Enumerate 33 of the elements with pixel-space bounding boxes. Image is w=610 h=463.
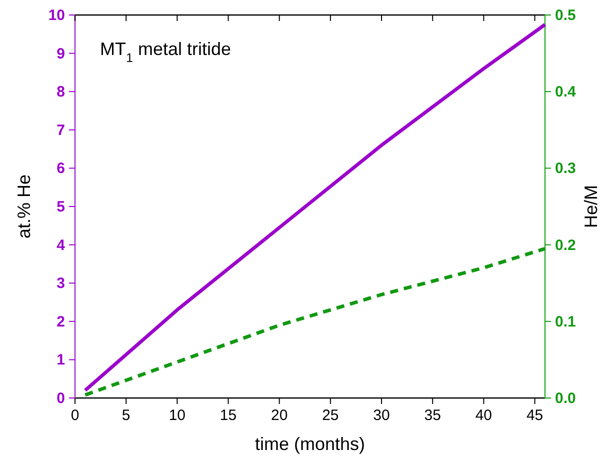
- y-tick-label: 0: [56, 390, 65, 407]
- y-tick-label: 7: [56, 122, 65, 139]
- y2-tick-label: 0.0: [555, 390, 576, 407]
- y-tick-label: 3: [56, 275, 65, 292]
- y2-axis-title: He/M: [581, 184, 601, 228]
- y-tick-label: 1: [56, 352, 65, 369]
- x-tick-label: 45: [526, 407, 544, 424]
- x-axis-title: time (months): [254, 434, 366, 454]
- y2-tick-label: 0.2: [555, 236, 576, 254]
- x-tick-label: 25: [322, 407, 339, 424]
- y2-tick-label: 0.4: [555, 84, 577, 101]
- x-tick-label: 5: [122, 407, 130, 424]
- y-tick-label: 6: [56, 160, 65, 178]
- line-series: [83, 246, 547, 397]
- x-tick-label: 20: [271, 407, 288, 424]
- y-tick-label: 9: [56, 45, 65, 62]
- annotation: MT$_{1}$ metal tritide: [100, 39, 232, 65]
- x-tick-label: 0: [70, 407, 80, 424]
- x-tick-label: 35: [424, 407, 441, 424]
- y-tick-label: 2: [56, 313, 65, 330]
- y2-tick-label: 0.5: [555, 7, 576, 24]
- y-axis-title: at.% He: [14, 174, 34, 239]
- x-tick-label: 15: [220, 407, 237, 424]
- y2-tick-label: 0.3: [555, 160, 576, 178]
- line-series: [83, 22, 547, 392]
- y-tick-label: 8: [56, 84, 65, 101]
- y-tick-label: 10: [48, 7, 65, 24]
- y-tick-label: 5: [56, 198, 65, 216]
- y-tick-label: 4: [56, 236, 66, 254]
- x-tick-label: 10: [168, 407, 186, 424]
- x-tick-label: 40: [475, 407, 492, 424]
- x-tick-label: 30: [373, 407, 390, 424]
- y2-tick-label: 0.1: [555, 313, 576, 330]
